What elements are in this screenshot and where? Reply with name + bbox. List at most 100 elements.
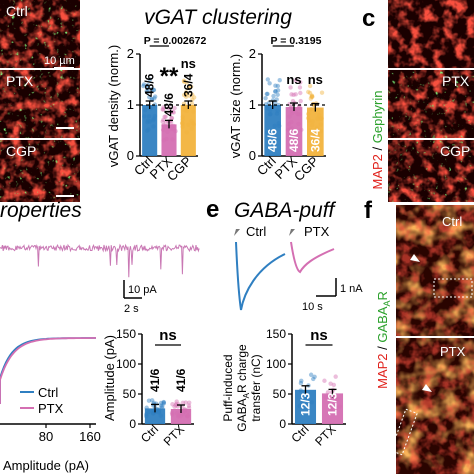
data-point	[286, 122, 292, 127]
data-point	[183, 94, 189, 99]
data-point	[263, 95, 268, 101]
data-point	[161, 105, 166, 110]
y-tick-label: 100	[266, 357, 286, 371]
y-axis-label: Amplitude (pA)	[102, 335, 117, 421]
data-point	[146, 114, 152, 119]
bar-ctrl	[294, 389, 317, 424]
n-label: 48/6	[287, 128, 301, 152]
data-point	[163, 114, 168, 119]
data-point	[160, 127, 166, 133]
mipsc-trace	[0, 243, 200, 278]
data-point	[275, 108, 280, 113]
data-point	[304, 400, 309, 405]
data-point	[264, 106, 270, 111]
data-point	[191, 109, 196, 114]
data-point	[150, 410, 156, 416]
data-point	[316, 112, 322, 118]
data-point	[267, 81, 272, 86]
data-point	[298, 80, 303, 85]
data-point	[171, 123, 176, 128]
data-point	[149, 97, 155, 102]
puff-label-ptx: PTX	[304, 224, 330, 239]
data-point	[308, 372, 314, 377]
data-point	[160, 404, 165, 409]
data-point	[162, 114, 167, 120]
y-tick-label: 1	[127, 97, 134, 112]
data-point	[309, 123, 315, 128]
data-point	[144, 89, 149, 94]
puff-arrow-ptx	[289, 229, 295, 236]
x-tick-label: 160	[79, 429, 101, 444]
data-point	[186, 405, 192, 410]
data-point	[307, 90, 313, 96]
data-point	[189, 118, 194, 124]
data-point	[157, 407, 162, 412]
panel-d-title: roperties	[0, 199, 82, 222]
y-axis-label: vGAT size (norm.)	[228, 54, 243, 158]
data-point	[161, 117, 166, 122]
data-point	[179, 120, 185, 126]
data-point	[289, 105, 294, 111]
data-point	[144, 405, 149, 410]
data-point	[169, 410, 175, 416]
amplitude-chart: 0 50 100 150 41/6 Ctrl 41/6 PTX ns Amplitude (pA)	[102, 327, 194, 449]
data-point	[158, 400, 164, 406]
bar-ptx	[170, 409, 192, 424]
data-point	[173, 128, 178, 134]
data-point	[289, 92, 294, 97]
data-point	[160, 119, 165, 124]
data-point	[161, 399, 166, 405]
data-point	[180, 400, 186, 406]
data-point	[141, 82, 147, 87]
y-tick-label: 0	[279, 417, 286, 431]
data-point	[161, 123, 166, 128]
data-point	[151, 116, 157, 121]
data-point	[305, 111, 311, 117]
data-point	[187, 93, 192, 98]
n-label: 12/3	[326, 392, 340, 416]
data-point	[158, 403, 164, 408]
panel-e-title: GABA-puff	[234, 199, 337, 222]
scalebar-x-label: 2 s	[124, 303, 139, 315]
sig-ptx: **	[160, 63, 179, 90]
data-point	[314, 128, 320, 133]
data-point	[276, 123, 282, 129]
p-value-size: P = 0.3195	[271, 35, 322, 47]
data-point	[318, 116, 323, 121]
micrograph-stack-b: Ctrl PTX CGP 10 µm	[0, 0, 80, 202]
micrograph-cgp	[0, 140, 80, 202]
data-point	[273, 83, 278, 88]
data-point	[181, 78, 187, 83]
n-label: 48/6	[162, 93, 176, 117]
data-point	[275, 92, 280, 97]
x-tick-label-ptx: PTX	[312, 422, 338, 448]
y-tick-label: 0	[129, 417, 136, 431]
data-point	[325, 390, 331, 395]
channel-gaba: GABA	[375, 306, 390, 342]
data-point	[323, 395, 328, 400]
data-point	[176, 413, 182, 418]
micrograph-label-ptx: PTX	[6, 73, 34, 89]
data-point	[164, 136, 169, 142]
data-point	[318, 128, 324, 134]
data-point	[170, 402, 175, 407]
scalebar-y-label: 10 pA	[128, 284, 157, 296]
scale-bar-label: 10 µm	[44, 55, 75, 67]
data-point	[182, 107, 188, 113]
data-point	[307, 118, 312, 123]
sig-cgp: ns	[181, 56, 196, 71]
bar-cgp	[307, 107, 324, 156]
data-point	[309, 94, 314, 100]
data-point	[265, 91, 270, 97]
data-point	[168, 109, 173, 115]
data-point	[171, 127, 176, 132]
data-point	[180, 121, 185, 126]
data-point	[183, 408, 188, 414]
data-point	[289, 119, 294, 125]
data-point	[178, 414, 183, 419]
data-point	[151, 87, 157, 93]
data-point	[322, 378, 327, 383]
micrograph-ctrl	[0, 0, 80, 68]
data-point	[289, 110, 295, 116]
